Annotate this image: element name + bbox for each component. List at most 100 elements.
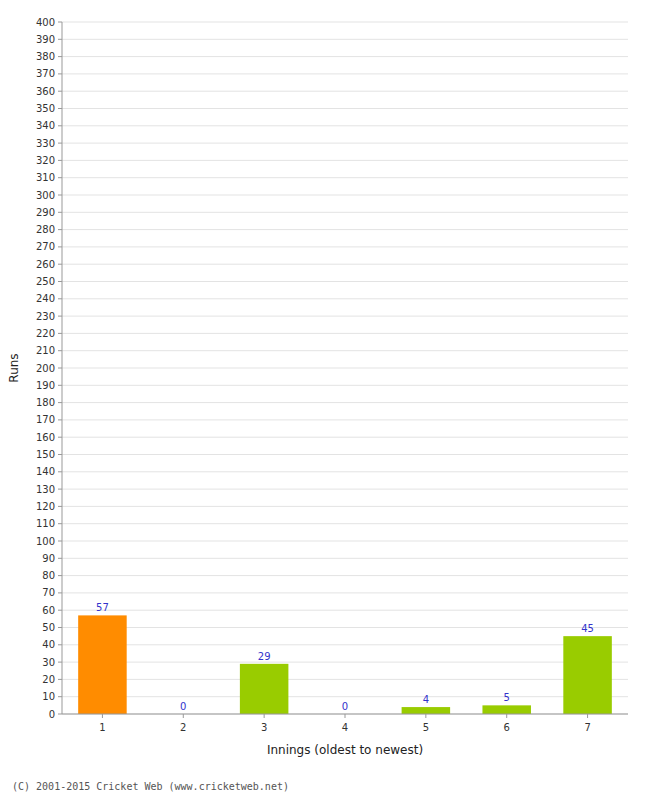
y-tick-label: 200 [36, 363, 55, 374]
data-labels: 5702904545 [96, 602, 594, 712]
grid-line [62, 610, 628, 611]
y-grid [62, 22, 628, 714]
x-tick [264, 714, 265, 718]
grid-line [62, 108, 628, 109]
x-tick [425, 714, 426, 718]
y-tick [58, 679, 62, 680]
x-tick-label: 5 [423, 722, 429, 733]
data-label: 5 [504, 692, 510, 703]
x-tick-label: 4 [342, 722, 348, 733]
grid-line [62, 368, 628, 369]
y-tick-label: 40 [42, 639, 55, 650]
y-tick [58, 316, 62, 317]
y-tick-label: 90 [42, 553, 55, 564]
y-tick-label: 10 [42, 691, 55, 702]
grid-line [62, 489, 628, 490]
grid-line [62, 143, 628, 144]
y-tick-label: 0 [49, 709, 55, 720]
grid-line [62, 177, 628, 178]
grid-line [62, 160, 628, 161]
grid-line [62, 592, 628, 593]
y-tick [58, 160, 62, 161]
y-tick-label: 30 [42, 657, 55, 668]
grid-line [62, 523, 628, 524]
x-axis-label: Innings (oldest to newest) [267, 743, 423, 757]
footer: (C) 2001-2015 Cricket Web (www.cricketwe… [12, 781, 289, 792]
y-axis-line [62, 22, 63, 714]
y-tick [58, 506, 62, 507]
y-tick [58, 696, 62, 697]
grid-line [62, 541, 628, 542]
y-tick-label: 390 [36, 34, 55, 45]
grid-line [62, 679, 628, 680]
x-tick-label: 3 [261, 722, 267, 733]
grid-line [62, 644, 628, 645]
grid-line [62, 471, 628, 472]
y-tick-label: 270 [36, 241, 55, 252]
y-tick [58, 644, 62, 645]
y-tick [58, 229, 62, 230]
chart-container: 0102030405060708090100110120130140150160… [0, 0, 650, 800]
y-tick [58, 662, 62, 663]
y-tick [58, 281, 62, 282]
y-tick-label: 280 [36, 224, 55, 235]
y-tick [58, 333, 62, 334]
y-tick [58, 39, 62, 40]
grid-line [62, 212, 628, 213]
y-tick-label: 260 [36, 259, 55, 270]
y-tick-label: 50 [42, 622, 55, 633]
bar [563, 636, 612, 714]
y-tick-label: 330 [36, 138, 55, 149]
y-tick [58, 350, 62, 351]
y-tick-label: 240 [36, 293, 55, 304]
y-tick [58, 298, 62, 299]
grid-line [62, 696, 628, 697]
data-label: 4 [423, 694, 429, 705]
y-axis-label: Runs [7, 353, 21, 382]
x-tick [183, 714, 184, 718]
bar [482, 705, 531, 714]
x-tick [587, 714, 588, 718]
data-label: 45 [581, 623, 594, 634]
y-tick [58, 22, 62, 23]
y-tick-label: 130 [36, 484, 55, 495]
grid-line [62, 91, 628, 92]
y-tick [58, 246, 62, 247]
y-tick [58, 523, 62, 524]
y-tick-label: 80 [42, 570, 55, 581]
y-tick-label: 360 [36, 86, 55, 97]
y-tick [58, 714, 62, 715]
y-tick-label: 400 [36, 17, 55, 28]
bar [78, 615, 127, 714]
grid-line [62, 316, 628, 317]
grid-line [62, 298, 628, 299]
grid-line [62, 125, 628, 126]
data-label: 0 [180, 701, 186, 712]
y-tick-label: 110 [36, 518, 55, 529]
bar [240, 664, 289, 714]
grid-line [62, 333, 628, 334]
y-tick [58, 419, 62, 420]
y-tick [58, 91, 62, 92]
bar [402, 707, 451, 714]
y-tick-label: 20 [42, 674, 55, 685]
grid-line [62, 229, 628, 230]
y-tick-label: 190 [36, 380, 55, 391]
grid-line [62, 22, 628, 23]
y-axis: 0102030405060708090100110120130140150160… [36, 17, 62, 720]
y-tick [58, 73, 62, 74]
grid-line [62, 264, 628, 265]
grid-line [62, 195, 628, 196]
data-label: 29 [258, 651, 271, 662]
y-tick [58, 195, 62, 196]
data-label: 0 [342, 701, 348, 712]
y-tick-label: 160 [36, 432, 55, 443]
y-tick-label: 310 [36, 172, 55, 183]
x-tick-label: 7 [584, 722, 590, 733]
y-tick-label: 70 [42, 587, 55, 598]
x-tick [102, 714, 103, 718]
x-tick [345, 714, 346, 718]
y-tick [58, 489, 62, 490]
grid-line [62, 402, 628, 403]
y-tick [58, 385, 62, 386]
